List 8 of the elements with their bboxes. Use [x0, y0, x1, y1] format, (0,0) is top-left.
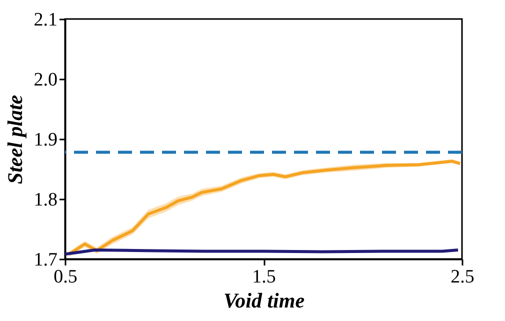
y-tick-label: 2.1: [34, 10, 58, 30]
y-tick-label: 1.9: [34, 130, 58, 150]
y-tick-label: 2.0: [34, 70, 58, 90]
y-axis-title: Steel plate: [2, 94, 27, 184]
y-tick-label: 1.8: [34, 190, 58, 210]
x-axis-title: Void time: [223, 288, 305, 312]
x-tick-label: 1.5: [252, 266, 276, 288]
x-tick-label: 2.5: [450, 266, 474, 288]
